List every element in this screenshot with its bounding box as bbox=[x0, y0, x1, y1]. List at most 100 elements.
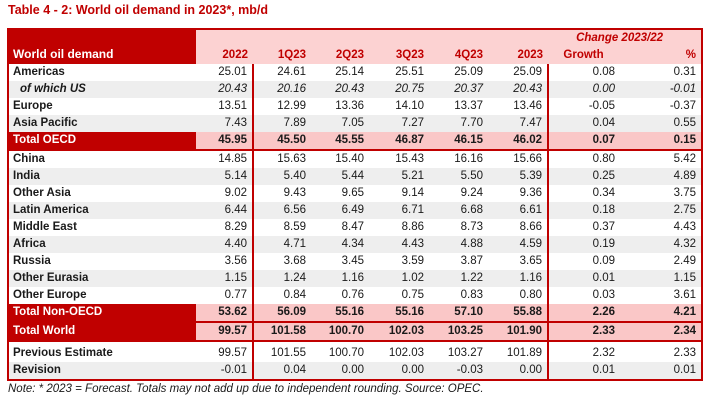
row-label: Latin America bbox=[8, 202, 196, 219]
cell-value: 3.65 bbox=[488, 253, 550, 270]
cell-value: 15.63 bbox=[253, 150, 311, 168]
cell-value: 3.68 bbox=[253, 253, 311, 270]
row-label: Asia Pacific bbox=[8, 115, 196, 132]
table-row: Revision -0.01 0.04 0.00 0.00 -0.03 0.00 0.01 0.… bbox=[8, 362, 703, 380]
cell-value: 0.55 bbox=[633, 115, 703, 132]
cell-value: 57.10 bbox=[429, 304, 488, 323]
cell-value: 0.00 bbox=[548, 81, 634, 98]
cell-value: 55.88 bbox=[488, 304, 550, 323]
section-gap bbox=[8, 341, 703, 345]
cell-value: 20.43 bbox=[311, 81, 369, 98]
cell-value: 2.32 bbox=[548, 345, 634, 362]
table-row: Middle East 8.29 8.59 8.47 8.86 8.73 8.66 0.37 4… bbox=[8, 219, 703, 236]
cell-value: 8.86 bbox=[369, 219, 429, 236]
cell-value: 46.02 bbox=[488, 132, 550, 151]
row-label: China bbox=[8, 150, 196, 168]
cell-value: 24.61 bbox=[253, 64, 311, 81]
cell-value: 0.76 bbox=[311, 287, 369, 304]
cell-value: 7.70 bbox=[429, 115, 488, 132]
cell-value: 1.16 bbox=[311, 270, 369, 287]
cell-value: 9.02 bbox=[196, 185, 254, 202]
cell-value: 102.03 bbox=[369, 322, 429, 342]
row-label: Revision bbox=[8, 362, 196, 380]
row-label: Total World bbox=[8, 322, 196, 342]
cell-value: 14.85 bbox=[196, 150, 254, 168]
row-label: Russia bbox=[8, 253, 196, 270]
cell-value: 25.09 bbox=[488, 64, 550, 81]
cell-value: 99.57 bbox=[196, 322, 254, 342]
cell-value: 6.68 bbox=[429, 202, 488, 219]
cell-value: 14.10 bbox=[369, 98, 429, 115]
cell-value: 1.22 bbox=[429, 270, 488, 287]
table-title: Table 4 - 2: World oil demand in 2023*, … bbox=[8, 3, 269, 17]
cell-value: 3.75 bbox=[633, 185, 703, 202]
column-header-3q23: 3Q23 bbox=[369, 47, 429, 64]
cell-value: 101.89 bbox=[488, 345, 550, 362]
cell-value: 9.36 bbox=[488, 185, 550, 202]
cell-value: 8.66 bbox=[488, 219, 550, 236]
cell-value: 5.40 bbox=[253, 168, 311, 185]
cell-value: 8.59 bbox=[253, 219, 311, 236]
cell-value: 55.16 bbox=[369, 304, 429, 323]
cell-value: 16.16 bbox=[429, 150, 488, 168]
cell-value: 55.16 bbox=[311, 304, 369, 323]
cell-value: 20.75 bbox=[369, 81, 429, 98]
cell-value: 25.51 bbox=[369, 64, 429, 81]
cell-value: 5.44 bbox=[311, 168, 369, 185]
change-header: Change 2023/22 bbox=[548, 29, 703, 47]
table-row: Total OECD 45.95 45.50 45.55 46.87 46.15 46.02… bbox=[8, 132, 703, 151]
cell-value: 100.70 bbox=[311, 322, 369, 342]
cell-value: 102.03 bbox=[369, 345, 429, 362]
cell-value: 2.49 bbox=[633, 253, 703, 270]
cell-value: 3.59 bbox=[369, 253, 429, 270]
cell-value: 56.09 bbox=[253, 304, 311, 323]
cell-value: 0.01 bbox=[633, 362, 703, 380]
cell-value: 25.14 bbox=[311, 64, 369, 81]
cell-value: 25.01 bbox=[196, 64, 254, 81]
cell-value: 0.31 bbox=[633, 64, 703, 81]
cell-value: 3.87 bbox=[429, 253, 488, 270]
cell-value: -0.01 bbox=[633, 81, 703, 98]
table-row: India 5.14 5.40 5.44 5.21 5.50 5.39 0.25 4.89 bbox=[8, 168, 703, 185]
cell-value: 0.04 bbox=[548, 115, 634, 132]
cell-value: 6.49 bbox=[311, 202, 369, 219]
cell-value: 20.43 bbox=[488, 81, 550, 98]
cell-value: 15.40 bbox=[311, 150, 369, 168]
cell-value: 0.77 bbox=[196, 287, 254, 304]
row-label: Other Asia bbox=[8, 185, 196, 202]
cell-value: 0.84 bbox=[253, 287, 311, 304]
cell-value: 7.89 bbox=[253, 115, 311, 132]
table-row: Other Asia 9.02 9.43 9.65 9.14 9.24 9.36 0.34 3.… bbox=[8, 185, 703, 202]
cell-value: 6.56 bbox=[253, 202, 311, 219]
cell-value: 4.32 bbox=[633, 236, 703, 253]
corner-header: World oil demand bbox=[8, 29, 196, 64]
table-row: Africa 4.40 4.71 4.34 4.43 4.88 4.59 0.19 4.32 bbox=[8, 236, 703, 253]
cell-value: 4.71 bbox=[253, 236, 311, 253]
cell-value: 0.00 bbox=[369, 362, 429, 380]
cell-value: 7.05 bbox=[311, 115, 369, 132]
column-header-4q23: 4Q23 bbox=[429, 47, 488, 64]
cell-value: 20.43 bbox=[196, 81, 254, 98]
row-label: Total Non-OECD bbox=[8, 304, 196, 323]
cell-value: 13.46 bbox=[488, 98, 550, 115]
cell-value: 53.62 bbox=[196, 304, 254, 323]
table-row: Other Eurasia 1.15 1.24 1.16 1.02 1.22 1.16 0.0… bbox=[8, 270, 703, 287]
row-label: Total OECD bbox=[8, 132, 196, 151]
cell-value: 7.47 bbox=[488, 115, 550, 132]
cell-value: 6.44 bbox=[196, 202, 254, 219]
table-row: Russia 3.56 3.68 3.45 3.59 3.87 3.65 0.09 2.49 bbox=[8, 253, 703, 270]
table-row: of which US 20.43 20.16 20.43 20.75 20.37 20.4… bbox=[8, 81, 703, 98]
cell-value: 9.14 bbox=[369, 185, 429, 202]
cell-value: 0.00 bbox=[488, 362, 550, 380]
cell-value: 9.43 bbox=[253, 185, 311, 202]
table-header: World oil demand Change 2023/22 2022 1Q23… bbox=[8, 29, 703, 64]
cell-value: 101.90 bbox=[488, 322, 550, 342]
table-row: Americas 25.01 24.61 25.14 25.51 25.09 25.09 0.… bbox=[8, 64, 703, 81]
cell-value: 1.02 bbox=[369, 270, 429, 287]
table-row: Previous Estimate 99.57 101.55 100.70 102.03… bbox=[8, 345, 703, 362]
cell-value: 20.37 bbox=[429, 81, 488, 98]
cell-value: 4.43 bbox=[369, 236, 429, 253]
cell-value: 0.19 bbox=[548, 236, 634, 253]
column-header-growth: Growth bbox=[548, 47, 634, 64]
cell-value: 100.70 bbox=[311, 345, 369, 362]
